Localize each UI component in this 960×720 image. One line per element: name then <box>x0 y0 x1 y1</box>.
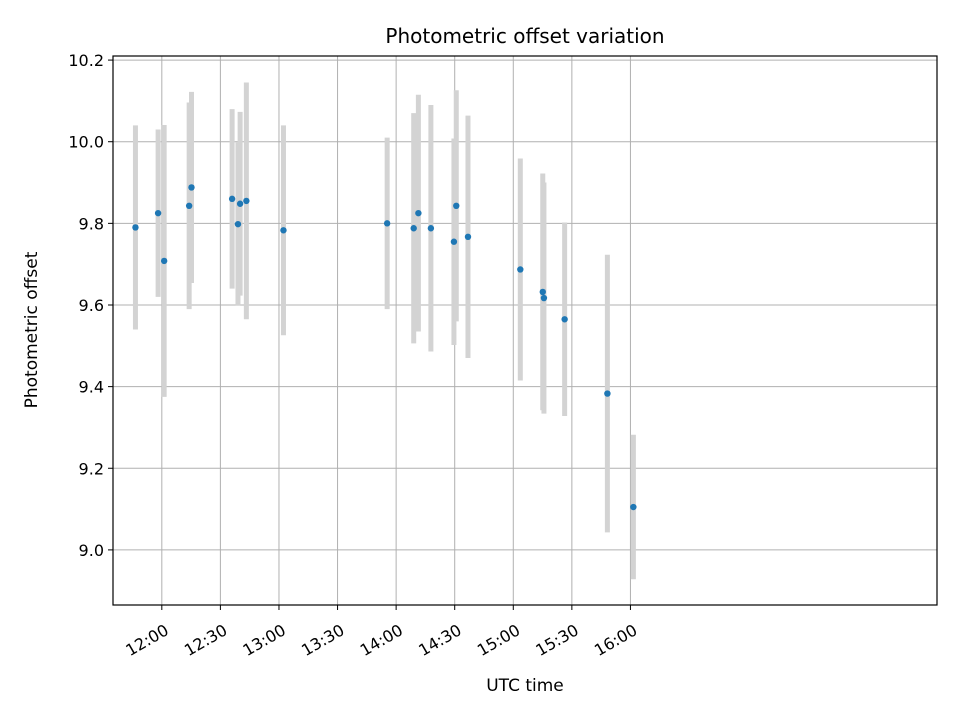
data-point <box>160 257 168 265</box>
data-point <box>561 316 568 323</box>
y-tick-label: 9.0 <box>79 541 104 560</box>
data-point <box>383 220 391 227</box>
y-tick-label: 9.4 <box>79 378 104 397</box>
data-point <box>234 220 242 228</box>
x-axis-label: UTC time <box>486 676 564 696</box>
data-point <box>228 195 236 203</box>
data-point <box>540 294 548 302</box>
data-point <box>154 209 162 217</box>
data-point <box>604 390 611 397</box>
data-point <box>427 225 435 232</box>
data-point <box>517 266 524 273</box>
y-tick-label: 9.6 <box>79 296 104 315</box>
plot-frame <box>112 55 938 606</box>
data-point <box>280 227 287 234</box>
y-tick-label: 9.2 <box>79 459 104 478</box>
y-tick-label: 10.2 <box>68 51 104 70</box>
data-point <box>450 238 458 245</box>
data-point <box>464 233 472 241</box>
data-point <box>539 288 546 296</box>
data-points <box>132 184 637 511</box>
y-axis-ticks: 9.0 9.2 9.4 9.6 9.8 10.0 10.2 <box>68 51 113 560</box>
data-point <box>243 197 250 205</box>
data-point <box>188 184 195 191</box>
data-point <box>630 503 637 511</box>
y-tick-label: 10.0 <box>68 133 104 152</box>
data-point <box>453 202 460 210</box>
data-point <box>185 202 193 210</box>
data-point <box>415 209 422 217</box>
data-point <box>410 225 417 232</box>
y-axis-label: Photometric offset <box>22 251 42 408</box>
data-point <box>236 200 244 207</box>
chart-title: Photometric offset variation <box>385 24 664 48</box>
data-point <box>132 224 139 231</box>
y-tick-label: 9.8 <box>79 214 104 233</box>
